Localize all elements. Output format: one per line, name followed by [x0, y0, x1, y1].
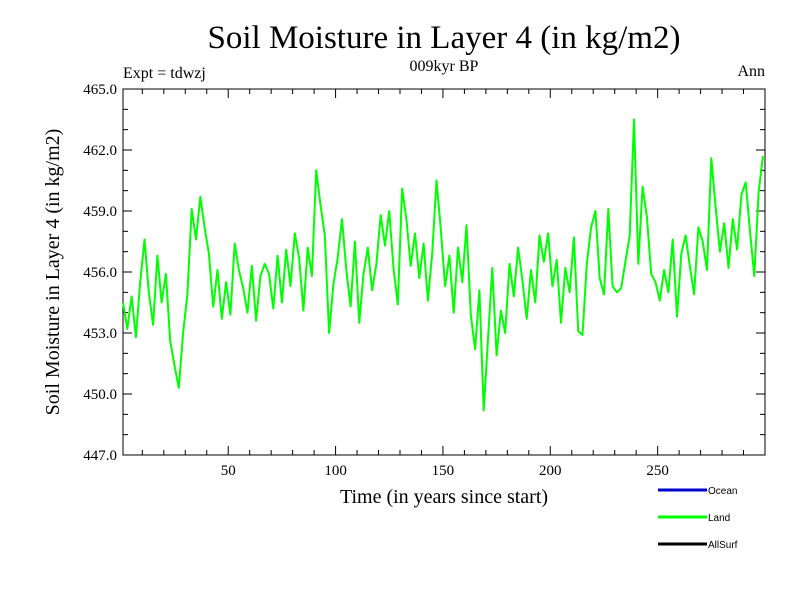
- legend-label-land: Land: [708, 513, 730, 524]
- y-tick-label: 447.0: [83, 448, 117, 464]
- x-tick-label: 150: [432, 463, 455, 479]
- x-axis-ticks: 50 100 150 200 250: [141, 89, 745, 479]
- legend-label-ocean: Ocean: [708, 486, 737, 497]
- y-tick-label: 465.0: [83, 82, 117, 98]
- series-group: [122, 118, 764, 412]
- series-line-land: [122, 118, 764, 412]
- x-tick-label: 100: [324, 463, 347, 479]
- chart-title: Soil Moisture in Layer 4 (in kg/m2): [208, 20, 681, 56]
- y-tick-label: 453.0: [83, 326, 117, 342]
- y-axis-ticks: 447.0 450.0 453.0 456.0 459.0 462.0 465.0: [83, 82, 765, 464]
- y-tick-label: 459.0: [83, 204, 117, 220]
- y-tick-label: 456.0: [83, 265, 117, 281]
- chart-subtitle: 009kyr BP: [410, 58, 479, 75]
- x-tick-label: 250: [646, 463, 669, 479]
- season-label: Ann: [737, 63, 765, 80]
- x-axis-label: Time (in years since start): [340, 486, 548, 508]
- legend-label-allsurf: AllSurf: [708, 540, 738, 551]
- x-tick-label: 50: [221, 463, 236, 479]
- y-tick-label: 462.0: [83, 143, 117, 159]
- y-tick-label: 450.0: [83, 387, 117, 403]
- y-axis-label: Soil Moisture in Layer 4 (in kg/m2): [42, 129, 64, 416]
- legend: Ocean Land AllSurf: [658, 486, 738, 551]
- experiment-label: Expt = tdwzj: [123, 65, 206, 82]
- x-tick-label: 200: [539, 463, 562, 479]
